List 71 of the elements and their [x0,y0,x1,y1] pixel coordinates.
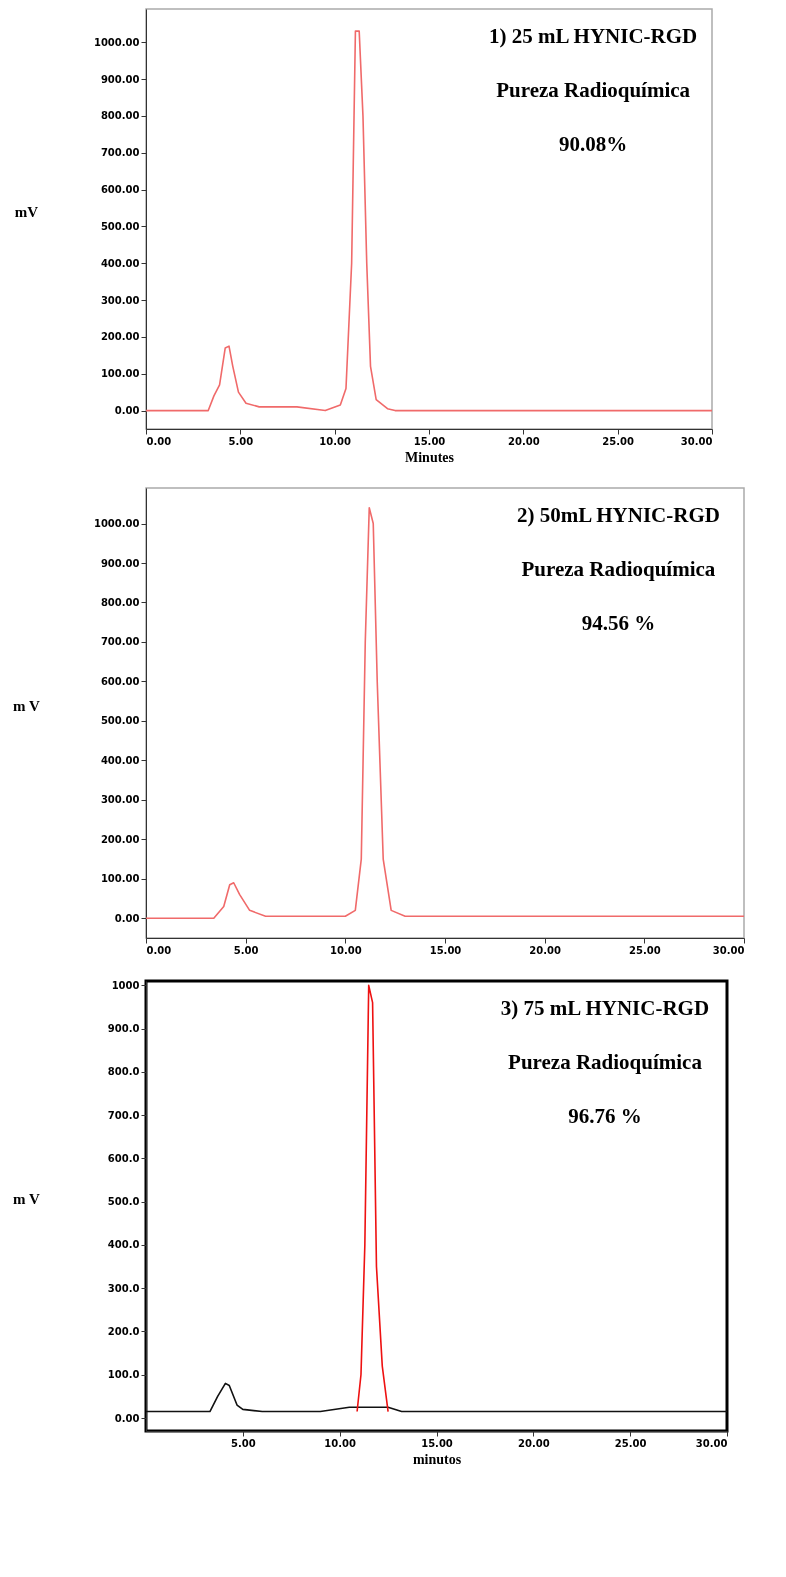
x-tick-label: 20.00 [518,1437,550,1449]
y-tick-label: 900.0 [107,1023,140,1035]
annotation: 94.56 % [581,611,656,635]
x-tick-label: 20.00 [529,944,562,956]
annotation: 3) 75 mL HYNIC-RGD [500,996,710,1020]
x-tick-label: 0.00 [146,944,172,956]
y-tick-label: 0.00 [114,912,140,924]
x-tick-label: 5.00 [230,1437,256,1449]
x-tick-label: 5.00 [233,944,259,956]
x-tick-label: 25.00 [614,1437,647,1449]
y-tick-label: 100.00 [100,873,140,885]
annotation: 96.76 % [568,1104,642,1128]
x-tick-label: 30.00 [695,1437,728,1449]
y-tick-label: 0.00 [114,405,140,417]
y-tick-label: 600.00 [100,675,140,687]
y-tick-label: 0.00 [114,1412,140,1424]
y-tick-label: 400.0 [107,1239,140,1251]
line-series [146,506,744,920]
y-tick-label: 600.00 [100,184,140,196]
y-tick-label: 500.00 [100,220,140,232]
annotation: Pureza Radioquímica [508,1050,703,1074]
x-tick-label: 15.00 [421,1437,453,1449]
x-tick-label: 10.00 [330,944,362,956]
x-tick-label: 5.00 [228,435,254,447]
y-tick-label: 800.00 [100,110,140,122]
y-tick-label: 400.00 [100,257,140,269]
y-tick-label: 700.00 [100,147,140,159]
line-series [356,984,389,1413]
y-tick-label: 1000.00 [93,36,140,48]
x-tick-label: 25.00 [602,435,635,447]
x-tick-label: 25.00 [629,944,661,956]
y-tick-label: 300.00 [100,794,140,806]
y-tick-label: 200.00 [100,331,140,343]
x-axis-title: Minutes [405,449,455,465]
y-tick-label: 900.00 [100,73,140,85]
x-tick-label: 30.00 [712,944,745,956]
y-tick-label: 400.00 [100,754,140,766]
y-tick-label: 200.00 [100,833,140,845]
line-series [146,1382,727,1413]
line-series [146,30,712,412]
y-axis-title: m V [13,697,41,714]
annotation: 2) 50mL HYNIC-RGD [516,503,720,527]
y-tick-label: 200.0 [107,1325,140,1337]
annotation: 1) 25 mL HYNIC-RGD [489,24,698,48]
x-tick-label: 10.00 [319,435,352,447]
y-tick-label: 500.0 [107,1196,140,1208]
y-tick-label: 900.00 [100,557,140,569]
y-tick-label: 700.0 [107,1109,140,1121]
y-tick-label: 300.0 [107,1282,140,1294]
x-tick-label: 10.00 [324,1437,357,1449]
x-tick-label: 15.00 [413,435,446,447]
y-tick-label: 800.00 [100,596,140,608]
x-tick-label: 15.00 [429,944,462,956]
x-tick-label: 0.00 [146,435,172,447]
annotation: Pureza Radioquímica [496,78,691,102]
y-tick-label: 1000.00 [93,518,140,530]
annotation: 90.08% [559,132,628,156]
y-axis-title: mV [14,203,39,220]
y-tick-label: 700.00 [100,636,140,648]
y-tick-label: 500.00 [100,715,140,727]
y-tick-label: 100.0 [107,1369,140,1381]
annotation: Pureza Radioquímica [521,557,716,581]
x-axis-title: minutos [412,1451,462,1467]
x-tick-label: 20.00 [508,435,540,447]
y-axis-title: m V [13,1190,41,1207]
y-tick-label: 800.0 [107,1066,140,1078]
y-tick-label: 1000 [111,979,140,991]
x-tick-label: 30.00 [680,435,713,447]
y-tick-label: 600.0 [107,1152,140,1164]
y-tick-label: 300.00 [100,294,140,306]
y-tick-label: 100.00 [100,368,140,380]
